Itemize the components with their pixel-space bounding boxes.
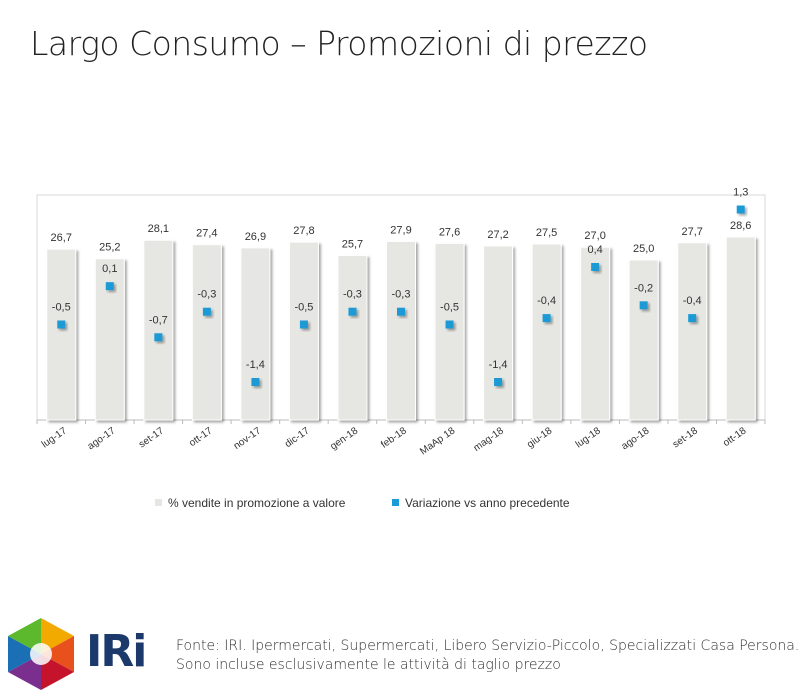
x-tick-label: ott-18 [721,425,749,449]
x-tick-label: gen-18 [328,425,360,452]
marker-set-17 [154,333,163,342]
legend-label-markers: Variazione vs anno precedente [405,496,570,510]
bar-label: 27,2 [487,229,508,241]
bar-label: 25,7 [342,239,363,251]
marker-lug-18 [591,263,600,271]
bar-label: 27,8 [293,225,314,237]
marker-label: -0,5 [52,302,71,314]
marker-label: 0,4 [587,244,602,256]
marker-label: -0,4 [683,295,702,307]
x-tick-label: mag-18 [472,425,506,454]
x-tick-label: MaAp 18 [418,425,457,457]
marker-feb-18 [397,307,405,316]
legend-item-bars: % vendite in promozione a valore [155,496,345,510]
x-tick-label: ago-18 [620,425,652,452]
marker-gen-18 [348,307,357,316]
bar-label: 25,2 [99,242,120,254]
marker-label: -0,3 [392,289,411,301]
legend-item-markers: Variazione vs anno precedente [392,496,570,510]
x-tick-label: set-18 [671,425,700,450]
marker-ago-18 [639,301,648,310]
marker-label: -0,5 [440,302,459,314]
source-note: Fonte: IRI. Ipermercati, Supermercati, L… [176,637,799,675]
bar-ago-18 [628,259,659,421]
bar-label: 27,5 [536,227,557,239]
bar-label: 28,1 [148,223,169,235]
marker-dic-17 [299,320,308,329]
bar-label: 27,7 [681,226,702,238]
bar-dic-17 [288,241,319,421]
marker-label: -0,2 [634,282,653,294]
marker-label: -0,5 [294,302,313,314]
marker-label: -0,7 [149,314,168,326]
marker-set-18 [688,314,697,323]
iri-logo-text: IRi [86,626,147,677]
marker-label: 0,1 [102,263,117,275]
marker-lug-17 [57,320,66,329]
bar-label: 27,9 [390,224,411,236]
bar-mag-18 [483,245,514,421]
bar-label: 27,4 [196,228,217,240]
bar-lug-17 [46,248,77,421]
x-tick-label: ago-17 [86,425,118,452]
marker-label: -0,3 [343,289,362,301]
marker-mag-18 [494,378,503,386]
bar-ott-17 [191,244,222,421]
bar-giu-18 [531,243,562,421]
bar-gen-18 [337,255,368,421]
bar-label: 27,6 [439,226,460,238]
x-tick-label: ott-17 [187,425,215,449]
source-line-1: Fonte: IRI. Ipermercati, Supermercati, L… [176,638,800,654]
legend-swatch-markers [392,499,399,507]
marker-label: -0,3 [197,289,216,301]
marker-label: -0,4 [537,295,556,307]
bar-label: 26,9 [245,231,266,243]
bar-MaAp 18 [434,242,465,421]
bar-ott-18 [725,236,756,421]
bar-feb-18 [386,240,416,421]
marker-label: 1,3 [733,187,748,199]
bar-label: 27,0 [584,230,605,242]
marker-ott-18 [736,205,745,214]
x-tick-label: lug-18 [574,425,603,450]
x-tick-label: nov-17 [232,425,264,452]
bar-label: 28,6 [730,220,751,232]
chart-title: Largo Consumo – Promozioni di prezzo [30,24,648,63]
x-tick-label: giu-18 [525,425,554,450]
bar-set-17 [143,239,174,421]
marker-label: -1,4 [246,359,265,371]
x-tick-label: dic-17 [283,425,312,450]
chart: 26,7 25,2 28,1 27,4 26,9 27,8 25,7 27,9 27,6 27,2… [36,187,766,457]
bar-set-18 [677,242,708,421]
x-tick-label: lug-17 [40,425,69,450]
bar-lug-18 [580,246,611,421]
iri-logo-icon [8,618,74,690]
x-tick-label: feb-18 [379,425,409,451]
bar-nov-17 [240,247,271,421]
marker-ago-17 [105,282,114,291]
bar-label: 26,7 [51,232,72,244]
legend-label-bars: % vendite in promozione a valore [168,496,346,510]
marker-label: -1,4 [489,359,508,371]
marker-ott-17 [202,307,211,316]
x-tick-label: set-17 [137,425,166,450]
marker-giu-18 [542,314,551,323]
source-line-2: Sono incluse esclusivamente le attività … [176,657,561,673]
legend-swatch-bars [155,499,162,507]
marker-nov-17 [251,378,260,386]
bar-label: 25,0 [633,243,654,255]
marker-MaAp 18 [445,320,454,329]
